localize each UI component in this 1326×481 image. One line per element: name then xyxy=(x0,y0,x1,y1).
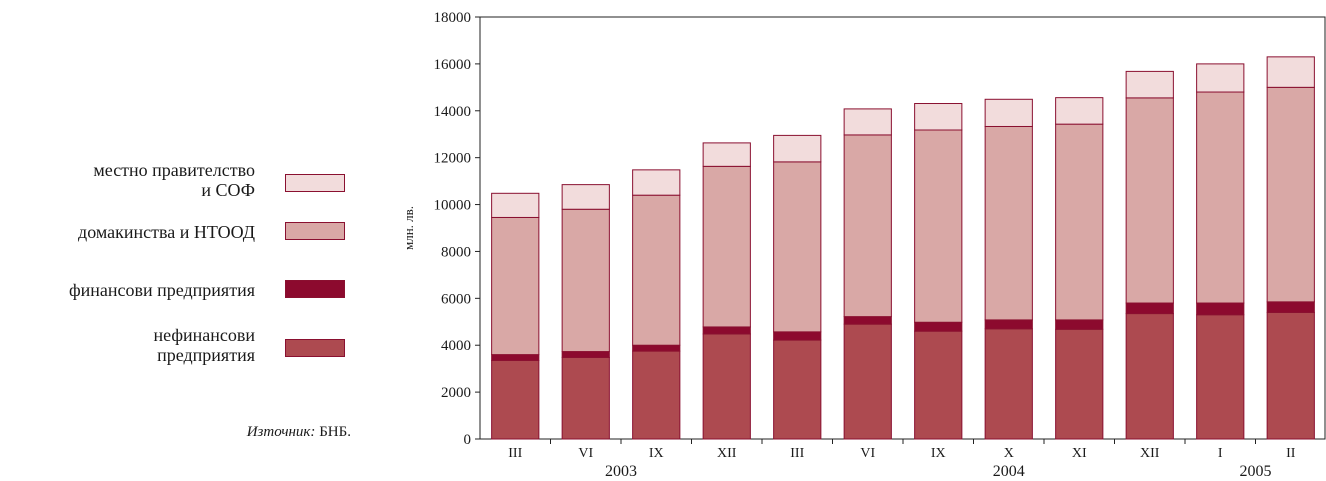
bar-segment xyxy=(1196,91,1245,304)
bar-segment xyxy=(491,359,540,440)
x-tick-label: XII xyxy=(1140,446,1160,461)
bar-segment xyxy=(561,184,610,210)
bar-segment xyxy=(1055,328,1104,440)
legend-swatch xyxy=(285,222,345,240)
bar-segment xyxy=(1196,314,1245,440)
bar-segment xyxy=(632,350,681,440)
x-tick-label: VI xyxy=(578,446,593,461)
y-tick-label: 2000 xyxy=(441,385,471,401)
bar-segment xyxy=(1266,56,1315,88)
bar-segment xyxy=(1196,302,1245,316)
y-tick-label: 12000 xyxy=(434,151,472,167)
legend-swatch xyxy=(285,339,345,357)
y-axis-label: млн. лв. xyxy=(401,206,416,250)
bar-segment xyxy=(561,208,610,353)
y-tick-label: 10000 xyxy=(434,198,472,214)
bar-segment xyxy=(914,330,963,440)
x-tick-label: XII xyxy=(717,446,737,461)
bar-segment xyxy=(843,316,892,325)
x-tick-label: XI xyxy=(1072,446,1087,461)
bar-segment xyxy=(773,331,822,341)
y-tick-label: 4000 xyxy=(441,338,471,354)
year-label: 2003 xyxy=(605,463,637,480)
x-tick-label: IX xyxy=(931,446,946,461)
x-tick-label: X xyxy=(1004,446,1014,461)
bar-segment xyxy=(914,103,963,131)
bar-segment xyxy=(843,323,892,440)
source-label: Източник: xyxy=(246,424,316,440)
bar-segment xyxy=(984,98,1033,127)
bar-segment xyxy=(984,319,1033,330)
source-note: Източник: БНБ. xyxy=(247,424,351,441)
bar-segment xyxy=(491,354,540,361)
bar-segment xyxy=(914,321,963,332)
legend-swatch xyxy=(285,280,345,298)
bar-segment xyxy=(491,192,540,218)
bar-segment xyxy=(1196,63,1245,93)
bar-segment xyxy=(843,108,892,136)
stacked-bar-chart: 0 2000 4000 6000 8000 10000 12000 14000 16000 180… xyxy=(401,10,1326,480)
legend-label: финансови предприятия xyxy=(68,280,255,300)
bar-segment xyxy=(914,129,963,323)
legend-swatch xyxy=(285,174,345,192)
legend-label: домакинства и НТООД xyxy=(78,222,255,242)
y-tick-label: 0 xyxy=(464,432,472,448)
bar-segment xyxy=(773,339,822,440)
bar-segment xyxy=(1125,97,1174,304)
bar-segment xyxy=(1125,313,1174,440)
bar-segment xyxy=(491,216,540,356)
bar-segment xyxy=(1055,319,1104,330)
y-tick-label: 16000 xyxy=(434,57,472,73)
x-tick-label: I xyxy=(1218,446,1223,461)
bar-segment xyxy=(702,326,751,335)
bar-segment xyxy=(1125,302,1174,315)
bar-segment xyxy=(1055,123,1104,321)
bar-segment xyxy=(1266,86,1315,303)
bar-segment xyxy=(702,142,751,167)
bar-segment xyxy=(773,161,822,333)
y-tick-label: 6000 xyxy=(441,291,471,307)
bar-segment xyxy=(561,356,610,440)
legend-label: нефинансови предприятия xyxy=(153,325,255,365)
x-tick-label: II xyxy=(1286,446,1296,461)
bar-segment xyxy=(1266,311,1315,440)
bar-segment xyxy=(1266,301,1315,313)
bar-segment xyxy=(632,344,681,352)
x-tick-label: III xyxy=(508,446,522,461)
x-tick-label: IX xyxy=(649,446,664,461)
x-tick-label: VI xyxy=(860,446,875,461)
bar-segment xyxy=(984,125,1033,321)
bar-segment xyxy=(632,169,681,196)
bar-segment xyxy=(702,333,751,440)
y-tick-label: 8000 xyxy=(441,244,471,260)
y-tick-label: 18000 xyxy=(434,10,472,26)
y-tick-label: 14000 xyxy=(434,104,472,120)
bar-segment xyxy=(984,328,1033,440)
legend-label: местно правителство и СОФ xyxy=(93,160,255,200)
source-text: БНБ. xyxy=(315,424,351,440)
bar-segment xyxy=(1055,97,1104,125)
year-label: 2005 xyxy=(1240,463,1272,480)
bar-segment xyxy=(561,351,610,358)
bar-segment xyxy=(773,134,822,163)
year-label: 2004 xyxy=(993,463,1025,480)
bar-segment xyxy=(1125,70,1174,99)
bar-segment xyxy=(843,134,892,318)
bar-segment xyxy=(632,194,681,346)
x-tick-label: III xyxy=(790,446,804,461)
bar-segment xyxy=(702,165,751,328)
